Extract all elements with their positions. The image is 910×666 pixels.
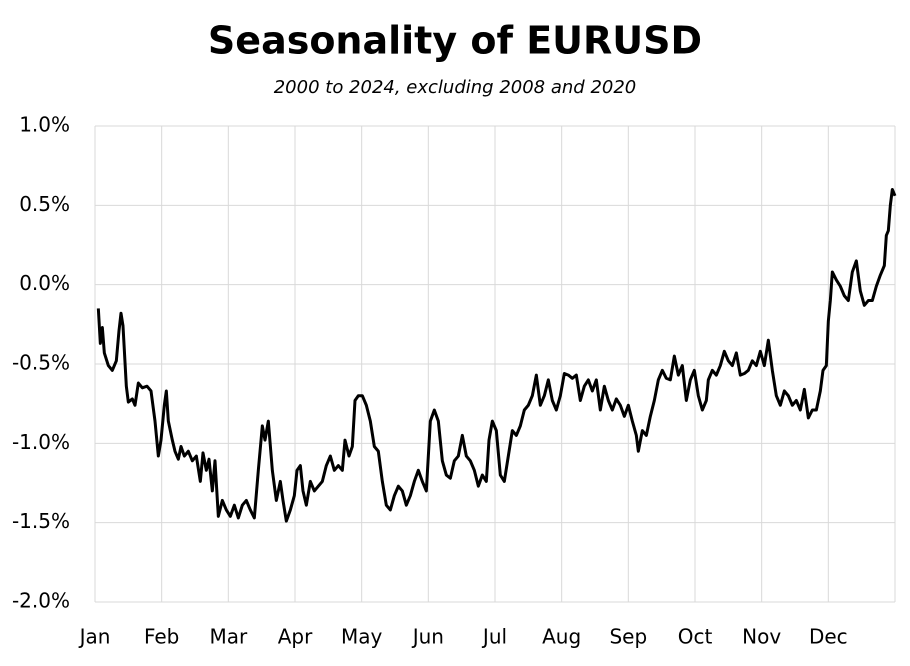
- x-tick-label: Mar: [209, 625, 248, 649]
- x-tick-label: Jan: [78, 625, 111, 649]
- x-tick-label: Dec: [809, 625, 848, 649]
- x-tick-label: Sep: [609, 625, 647, 649]
- x-tick-label: Apr: [278, 625, 313, 649]
- chart-subtitle: 2000 to 2024, excluding 2008 and 2020: [274, 77, 637, 98]
- x-tick-label: Oct: [678, 625, 713, 649]
- series-line: [96, 187, 897, 523]
- y-tick-label: 0.5%: [19, 192, 70, 216]
- x-tick-label: Jul: [481, 625, 507, 649]
- y-tick-label: -1.5%: [12, 509, 70, 533]
- x-tick-label: Jun: [411, 625, 444, 649]
- x-tick-label: Nov: [742, 625, 781, 649]
- x-tick-label: May: [341, 625, 383, 649]
- y-tick-label: 1.0%: [19, 113, 70, 137]
- x-tick-label: Aug: [542, 625, 581, 649]
- x-tick-label: Feb: [144, 625, 179, 649]
- y-tick-label: -0.5%: [12, 351, 70, 375]
- y-tick-label: 0.0%: [19, 271, 70, 295]
- y-tick-label: -2.0%: [12, 589, 70, 613]
- chart-title: Seasonality of EURUSD: [208, 19, 702, 63]
- y-tick-label: -1.0%: [12, 430, 70, 454]
